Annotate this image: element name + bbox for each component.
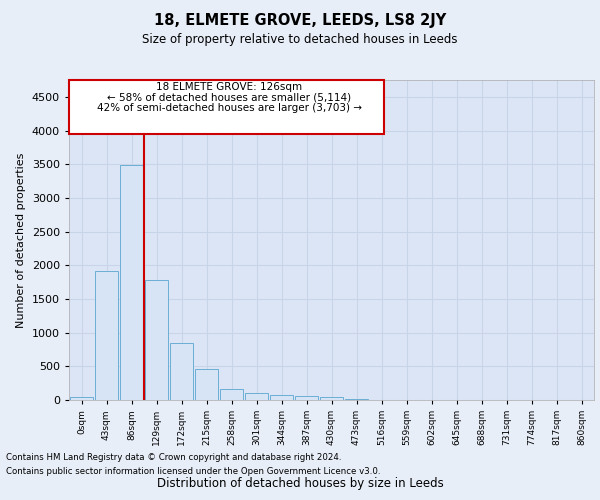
- Bar: [220, 389, 244, 400]
- Text: Contains public sector information licensed under the Open Government Licence v3: Contains public sector information licen…: [6, 467, 380, 476]
- Text: Contains HM Land Registry data © Crown copyright and database right 2024.: Contains HM Land Registry data © Crown c…: [6, 454, 341, 462]
- Text: ← 58% of detached houses are smaller (5,114): ← 58% of detached houses are smaller (5,…: [107, 92, 351, 102]
- Bar: [344, 398, 368, 400]
- FancyBboxPatch shape: [69, 80, 384, 134]
- Text: 18 ELMETE GROVE: 126sqm: 18 ELMETE GROVE: 126sqm: [156, 82, 302, 92]
- Bar: [320, 397, 343, 400]
- Bar: [245, 394, 268, 400]
- Bar: [95, 270, 118, 400]
- Y-axis label: Number of detached properties: Number of detached properties: [16, 152, 26, 328]
- Bar: [269, 396, 293, 400]
- Bar: [194, 370, 218, 400]
- Text: Size of property relative to detached houses in Leeds: Size of property relative to detached ho…: [142, 32, 458, 46]
- Bar: [170, 342, 193, 400]
- Text: Distribution of detached houses by size in Leeds: Distribution of detached houses by size …: [157, 477, 443, 490]
- Bar: [70, 397, 94, 400]
- Bar: [295, 396, 319, 400]
- Text: 18, ELMETE GROVE, LEEDS, LS8 2JY: 18, ELMETE GROVE, LEEDS, LS8 2JY: [154, 12, 446, 28]
- Text: 42% of semi-detached houses are larger (3,703) →: 42% of semi-detached houses are larger (…: [97, 104, 362, 114]
- Bar: [145, 280, 169, 400]
- Bar: [119, 165, 143, 400]
